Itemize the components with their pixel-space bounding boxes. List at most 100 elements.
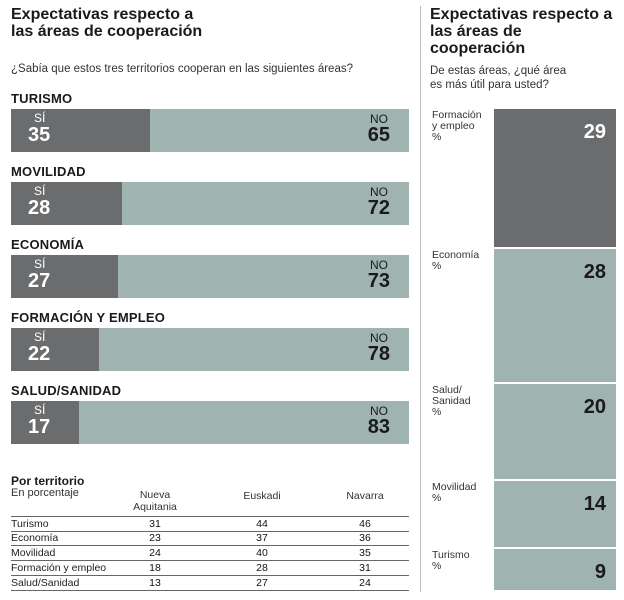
segment-value: 20 xyxy=(583,396,606,419)
bar-no-segment: SÍ 28 NO 72 xyxy=(11,182,409,225)
column-header-line: Aquitania xyxy=(133,501,177,513)
usefulness-stacked-bar: 29 28 20 14 9 xyxy=(494,109,616,592)
segment-label-line: % xyxy=(432,131,442,143)
bar-no-segment: SÍ 35 NO 65 xyxy=(11,109,409,152)
category-label: FORMACIÓN Y EMPLEO xyxy=(11,310,166,325)
segment-label-line: % xyxy=(432,406,442,419)
column-header: Euskadi xyxy=(222,490,302,502)
si-value: 27 xyxy=(28,270,51,292)
row-name: Movilidad xyxy=(11,547,56,559)
si-label: SÍ xyxy=(34,184,46,198)
left-title-line-1: Expectativas respecto a xyxy=(11,6,194,23)
stack-segment: 28 xyxy=(494,249,616,383)
no-label: NO xyxy=(370,404,388,418)
left-title-line-2: las áreas de cooperación xyxy=(11,23,203,40)
category-label: MOVILIDAD xyxy=(11,164,86,179)
segment-value: 9 xyxy=(594,560,606,583)
column-header: Nueva Aquitania xyxy=(115,489,195,513)
bar-si-segment xyxy=(11,401,79,444)
segment-label: Economía% xyxy=(432,250,492,272)
stack-segment: 14 xyxy=(494,480,616,547)
table-subtitle: En porcentaje xyxy=(11,487,79,499)
segment-label-line: % xyxy=(432,491,442,504)
si-value: 22 xyxy=(28,343,51,365)
column-header-line: Navarra xyxy=(346,490,384,502)
segment-value: 28 xyxy=(583,261,606,284)
column-header-line: Nueva xyxy=(139,489,171,501)
row-name: Formación y empleo xyxy=(11,562,107,574)
segment-label-line: Turismo xyxy=(432,548,470,561)
bar-si-segment xyxy=(11,255,119,298)
stack-segment: 9 xyxy=(494,548,616,590)
left-question: ¿Sabía que estos tres territorios cooper… xyxy=(11,63,353,75)
segment-value: 14 xyxy=(583,492,606,515)
table-cell: 23 xyxy=(149,532,161,544)
no-value: 65 xyxy=(367,124,390,146)
segment-label: Movilidad% xyxy=(432,480,492,504)
table-cell: 35 xyxy=(359,547,371,559)
bar-no-segment: SÍ 27 NO 73 xyxy=(11,255,409,298)
segment-label-line: Movilidad xyxy=(432,480,477,493)
table-cell: 24 xyxy=(359,577,371,589)
no-value: 78 xyxy=(367,343,390,365)
table-cell: 36 xyxy=(359,532,371,544)
table-cell: 44 xyxy=(256,518,268,530)
table-cell: 18 xyxy=(149,562,161,574)
segment-value: 29 xyxy=(583,121,606,143)
table-title: Por territorio xyxy=(11,474,85,488)
table-cell: 13 xyxy=(149,577,161,589)
right-title-line-2: las áreas de cooperación xyxy=(430,23,526,57)
no-value: 73 xyxy=(367,270,390,292)
stack-segment: 29 xyxy=(494,109,616,248)
bar-no-segment: SÍ 17 NO 83 xyxy=(11,401,409,444)
si-label: SÍ xyxy=(34,111,46,125)
table-row: Economía 23 37 36 xyxy=(11,531,409,546)
category-label: TURISMO xyxy=(11,91,73,106)
bar-si-segment xyxy=(11,328,99,371)
column-header: Navarra xyxy=(325,490,405,502)
table-cell: 31 xyxy=(149,518,161,530)
no-value: 83 xyxy=(367,416,390,438)
si-value: 35 xyxy=(28,124,51,146)
category-label: SALUD/SANIDAD xyxy=(11,383,122,398)
no-value: 72 xyxy=(367,197,390,219)
segment-label-line: % xyxy=(432,260,442,273)
segment-label-line: Sanidad xyxy=(432,395,471,408)
segment-label-line: y empleo xyxy=(432,120,475,132)
right-question-line-2: es más útil para usted? xyxy=(430,79,549,91)
table-cell: 31 xyxy=(359,562,371,574)
table-row: Salud/Sanidad 13 27 24 xyxy=(11,576,409,591)
bar-no-segment: SÍ 22 NO 78 xyxy=(11,328,409,371)
right-question: De estas áreas, ¿qué área es más útil pa… xyxy=(430,64,615,92)
table-cell: 37 xyxy=(256,532,268,544)
bar-si-segment xyxy=(11,109,151,152)
category-label: ECONOMÍA xyxy=(11,237,85,252)
column-header-line: Euskadi xyxy=(243,490,281,502)
segment-label-line: Salud/ xyxy=(432,384,462,397)
column-divider xyxy=(420,6,421,592)
segment-label: Turismo% xyxy=(432,548,492,572)
table-row: Movilidad 24 40 35 xyxy=(11,546,409,561)
right-title-line-1: Expectativas respecto a xyxy=(430,6,613,23)
table-cell: 40 xyxy=(256,547,268,559)
stack-segment: 20 xyxy=(494,384,616,479)
si-value: 28 xyxy=(28,197,51,219)
bar-si-segment xyxy=(11,182,123,225)
segment-label: Salud/Sanidad% xyxy=(432,385,492,418)
table-row: Turismo 31 44 46 xyxy=(11,516,409,532)
left-title: Expectativas respecto a las áreas de coo… xyxy=(11,6,311,40)
no-label: NO xyxy=(370,112,388,126)
right-question-line-1: De estas áreas, ¿qué área xyxy=(430,65,567,77)
segment-label-line: Formación xyxy=(432,109,482,121)
table-cell: 28 xyxy=(256,562,268,574)
table-cell: 24 xyxy=(149,547,161,559)
table-row: Formación y empleo 18 28 31 xyxy=(11,561,409,576)
si-value: 17 xyxy=(28,416,51,438)
segment-label: Formación y empleo% xyxy=(432,110,492,143)
row-name: Turismo xyxy=(11,518,49,530)
table-cell: 27 xyxy=(256,577,268,589)
si-label: SÍ xyxy=(34,330,46,344)
no-label: NO xyxy=(370,331,388,345)
no-label: NO xyxy=(370,185,388,199)
si-label: SÍ xyxy=(34,403,46,417)
